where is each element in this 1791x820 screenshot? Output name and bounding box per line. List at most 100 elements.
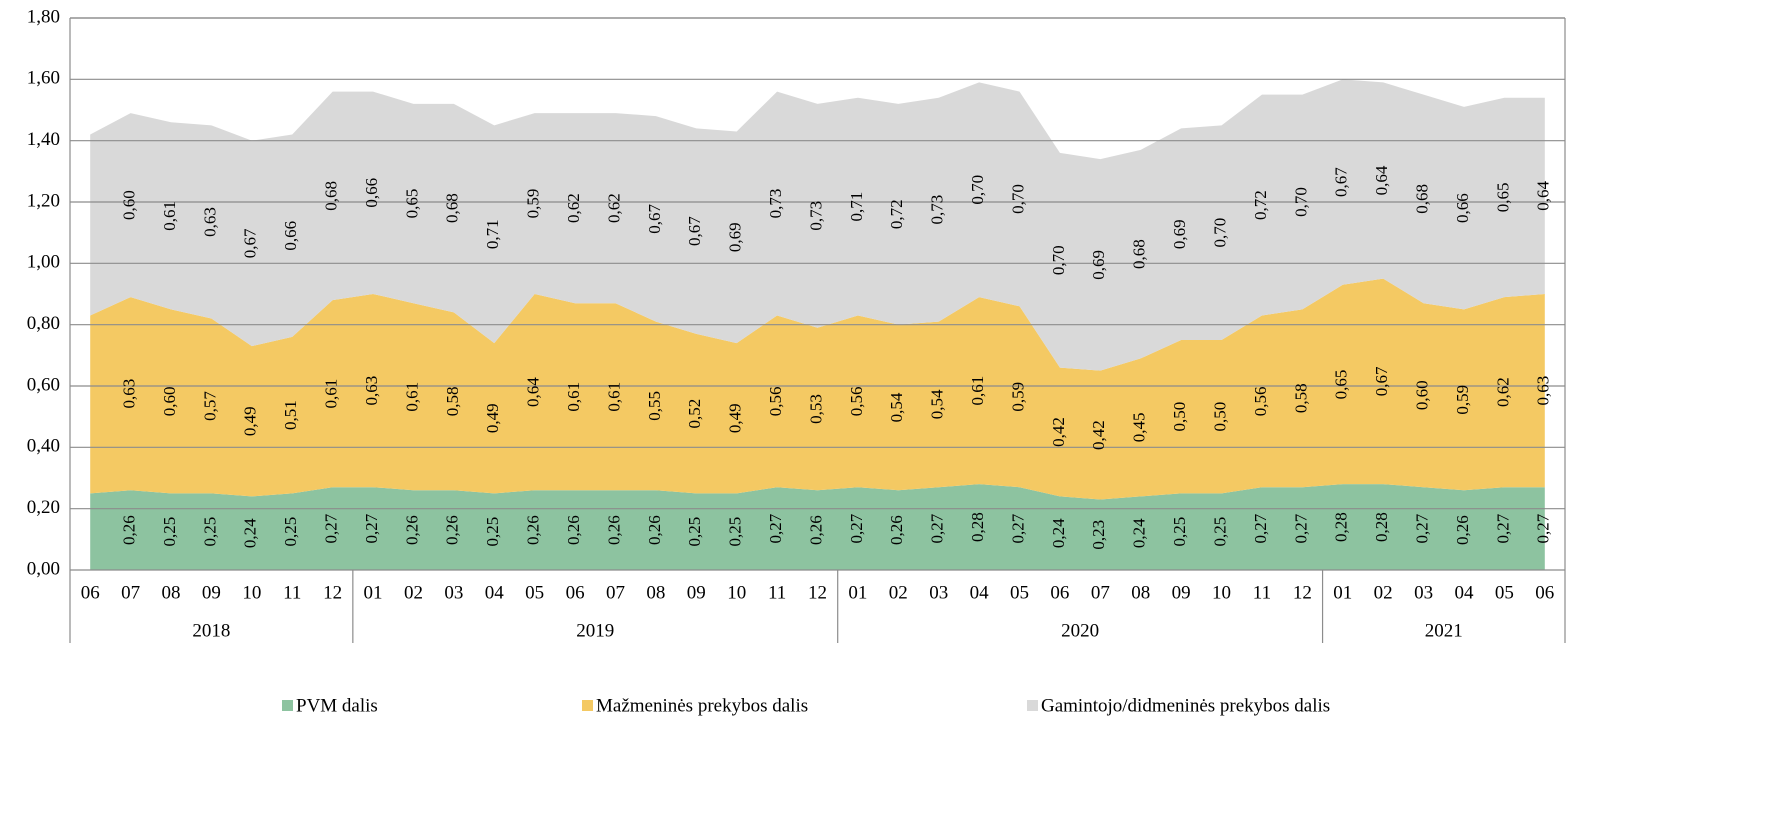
data-label: 0,66	[1453, 193, 1472, 223]
data-label: 0,65	[402, 189, 421, 219]
data-label: 0,56	[1251, 386, 1270, 416]
data-label: 0,27	[1008, 513, 1027, 543]
data-label: 0,26	[806, 515, 825, 545]
x-tick-label: 12	[323, 582, 342, 603]
data-label: 0,67	[1372, 366, 1391, 396]
data-label: 0,25	[726, 517, 745, 547]
x-tick-label: 08	[162, 582, 181, 603]
data-label: 0,63	[1534, 376, 1553, 406]
data-label: 0,27	[847, 513, 866, 543]
x-tick-label: 05	[525, 582, 544, 603]
data-label: 0,61	[604, 382, 623, 412]
data-label: 0,50	[1210, 402, 1229, 432]
data-label: 0,61	[564, 382, 583, 412]
data-label: 0,62	[564, 193, 583, 223]
data-label: 0,61	[968, 376, 987, 406]
data-label: 0,63	[120, 379, 139, 409]
data-label: 0,68	[1130, 239, 1149, 269]
data-label: 0,69	[1089, 250, 1108, 280]
x-group-label: 2018	[192, 620, 230, 641]
data-label: 0,73	[928, 195, 947, 225]
data-label: 0,27	[322, 513, 341, 543]
data-label: 0,64	[1372, 165, 1391, 195]
data-label: 0,49	[483, 403, 502, 433]
data-label: 0,64	[524, 377, 543, 407]
x-tick-label: 12	[1293, 582, 1312, 603]
data-label: 0,26	[120, 515, 139, 545]
data-label: 0,26	[645, 515, 664, 545]
data-label: 0,49	[726, 403, 745, 433]
data-label: 0,68	[322, 181, 341, 211]
data-label: 0,70	[1210, 218, 1229, 248]
x-tick-label: 02	[889, 582, 908, 603]
y-tick-label: 1,60	[27, 68, 60, 89]
legend-label: Gamintojo/didmeninės prekybos dalis	[1041, 695, 1330, 716]
data-label: 0,51	[281, 400, 300, 430]
y-tick-label: 0,20	[27, 497, 60, 518]
data-label: 0,71	[483, 219, 502, 249]
y-tick-label: 0,80	[27, 313, 60, 334]
x-tick-label: 02	[1374, 582, 1393, 603]
x-tick-label: 03	[444, 582, 463, 603]
data-label: 0,70	[1008, 184, 1027, 214]
data-label: 0,54	[887, 392, 906, 422]
data-label: 0,27	[1493, 513, 1512, 543]
area	[90, 484, 1545, 570]
data-label: 0,52	[685, 399, 704, 429]
data-label: 0,49	[241, 406, 260, 436]
data-label: 0,66	[362, 178, 381, 208]
x-tick-label: 01	[848, 582, 867, 603]
data-label: 0,63	[200, 207, 219, 237]
x-tick-label: 12	[808, 582, 827, 603]
data-label: 0,42	[1049, 417, 1068, 447]
data-label: 0,63	[362, 376, 381, 406]
data-label: 0,25	[1210, 517, 1229, 547]
area	[90, 79, 1545, 371]
data-label: 0,60	[120, 190, 139, 220]
data-label: 0,72	[887, 199, 906, 229]
data-label: 0,67	[1332, 167, 1351, 197]
data-label: 0,62	[604, 193, 623, 223]
data-label: 0,66	[281, 221, 300, 251]
x-tick-label: 10	[727, 582, 746, 603]
data-label: 0,59	[524, 189, 543, 219]
y-tick-label: 1,20	[27, 190, 60, 211]
x-tick-label: 07	[1091, 582, 1110, 603]
data-label: 0,60	[160, 386, 179, 416]
x-tick-label: 08	[1131, 582, 1150, 603]
data-label: 0,26	[887, 515, 906, 545]
data-label: 0,27	[1534, 513, 1553, 543]
legend-swatch	[582, 700, 593, 711]
legend-swatch	[1027, 700, 1038, 711]
x-tick-label: 06	[1050, 582, 1069, 603]
x-tick-label: 04	[970, 582, 990, 603]
data-label: 0,64	[1534, 180, 1553, 210]
data-label: 0,27	[1291, 513, 1310, 543]
x-group-label: 2020	[1061, 620, 1099, 641]
data-label: 0,67	[645, 203, 664, 233]
x-group-label: 2019	[576, 620, 614, 641]
x-tick-label: 02	[404, 582, 423, 603]
area	[90, 278, 1545, 500]
x-tick-label: 07	[606, 582, 625, 603]
data-label: 0,23	[1089, 520, 1108, 550]
data-label: 0,68	[1412, 184, 1431, 214]
y-tick-label: 1,00	[27, 252, 60, 273]
data-label: 0,58	[1291, 383, 1310, 413]
x-tick-label: 05	[1010, 582, 1029, 603]
data-label: 0,26	[402, 515, 421, 545]
x-tick-label: 11	[283, 582, 301, 603]
data-label: 0,27	[1251, 513, 1270, 543]
x-tick-label: 06	[566, 582, 585, 603]
x-tick-label: 04	[485, 582, 505, 603]
data-label: 0,65	[1493, 183, 1512, 213]
data-label: 0,73	[766, 189, 785, 219]
data-label: 0,69	[726, 222, 745, 252]
data-label: 0,25	[1170, 517, 1189, 547]
x-tick-label: 09	[202, 582, 221, 603]
data-label: 0,45	[1130, 413, 1149, 443]
data-label: 0,56	[766, 386, 785, 416]
data-label: 0,67	[685, 216, 704, 246]
data-label: 0,67	[241, 228, 260, 258]
